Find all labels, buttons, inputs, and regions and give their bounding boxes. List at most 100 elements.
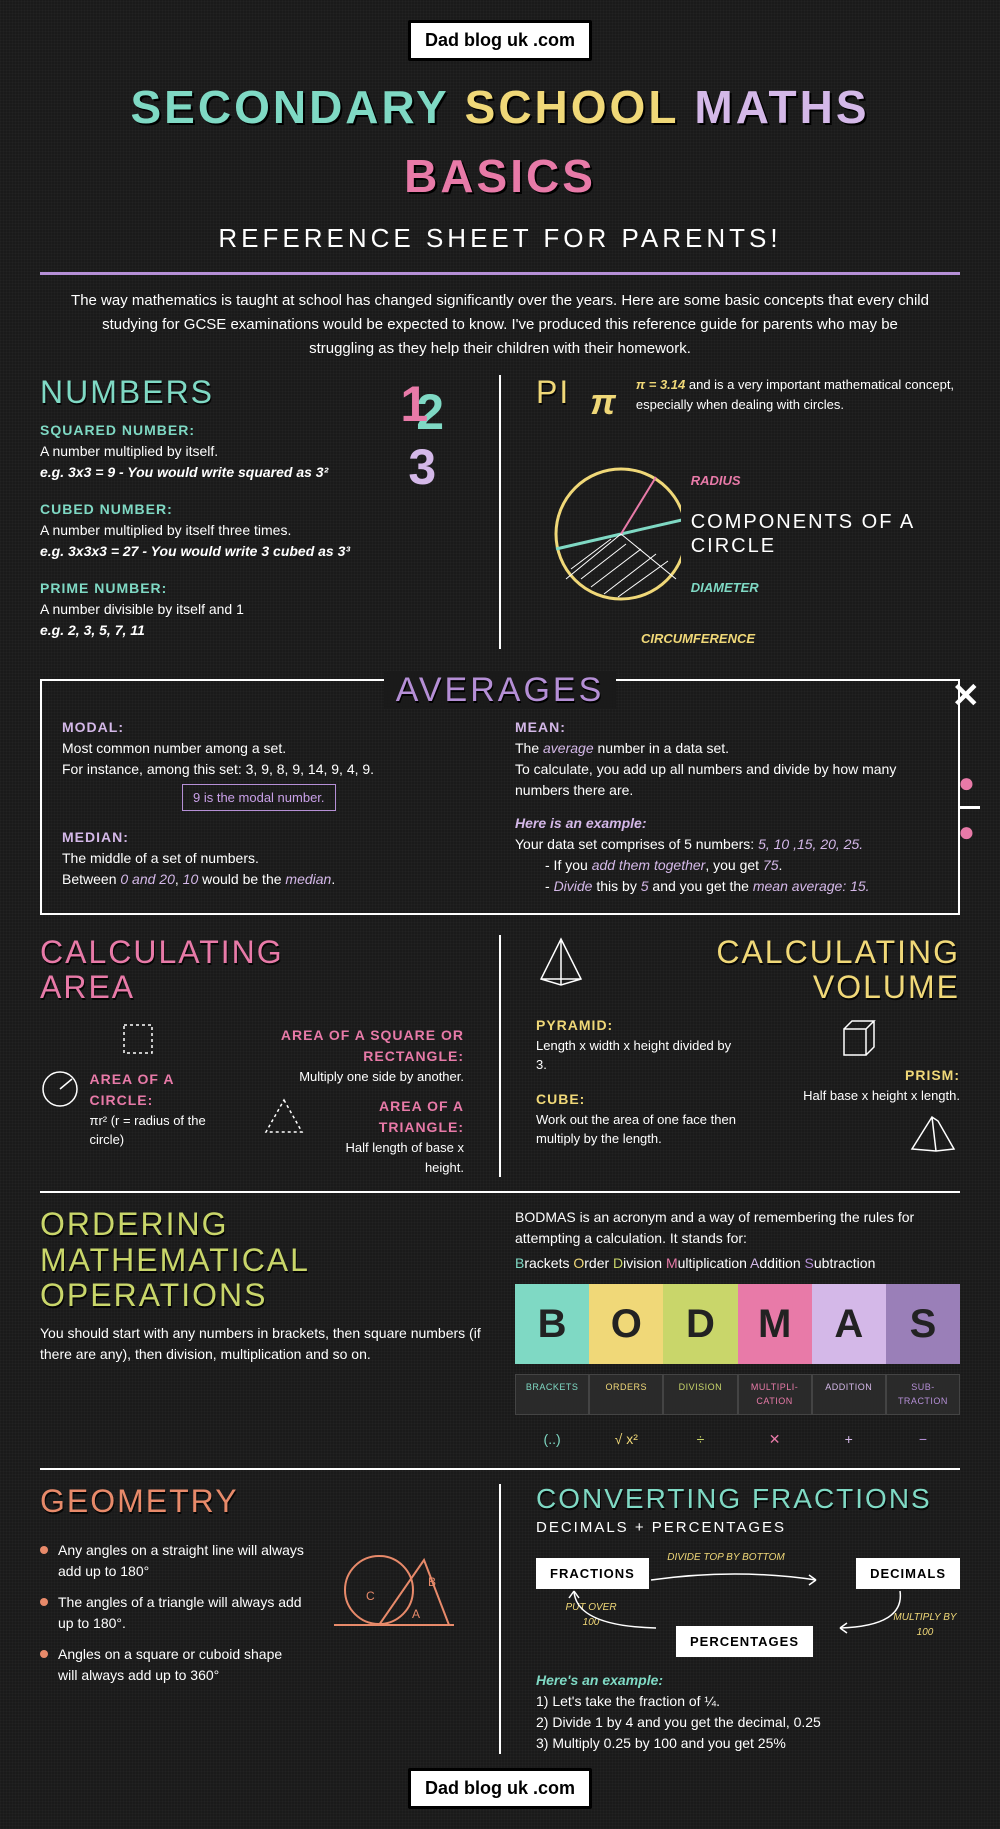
area-title: CALCULATINGAREA (40, 935, 464, 1005)
mean-bullet2: - Divide this by 5 and you get the mean … (545, 876, 938, 897)
mean-ex1: Your data set comprises of 5 numbers: 5,… (515, 834, 938, 855)
svg-text:A: A (412, 1607, 420, 1621)
bodmas-letter: S (886, 1284, 960, 1364)
bodmas-letter: M (738, 1284, 812, 1364)
header-badge: Dad blog uk .com (408, 20, 592, 61)
arrow-icon (830, 1586, 910, 1636)
bodmas-symbols: (..)√ x²÷✕+− (515, 1425, 960, 1454)
area-square-heading: AREA OF A SQUARE OR RECTANGLE: (262, 1025, 464, 1067)
geo-bullet3: Angles on a square or cuboid shape will … (58, 1644, 304, 1686)
ordering-title: ORDERINGMATHEMATICALOPERATIONS (40, 1207, 485, 1313)
bodmas-label: DIVISION (663, 1374, 737, 1415)
area-tri-heading: AREA OF A TRIANGLE: (316, 1096, 464, 1138)
cube-heading: CUBE: (536, 1089, 738, 1110)
pyramid-heading: PYRAMID: (536, 1015, 738, 1036)
fractions-box: FRACTIONS (536, 1558, 649, 1590)
bodmas-label: MULTIPLI-CATION (738, 1374, 812, 1415)
mean-heading: MEAN: (515, 717, 938, 738)
cube-icon (836, 1015, 880, 1059)
frac-ex3: 3) Multiply 0.25 by 100 and you get 25% (536, 1733, 960, 1754)
bodmas-label: ORDERS (589, 1374, 663, 1415)
mean-example-heading: Here is an example: (515, 815, 647, 831)
bodmas-symbol: ÷ (663, 1425, 737, 1454)
pyramid-text: Length x width x height divided by 3. (536, 1036, 738, 1075)
averages-section: AVERAGES ✕ ●● MODAL: Most common number … (40, 679, 960, 915)
bodmas-letter: A (812, 1284, 886, 1364)
ordering-text: You should start with any numbers in bra… (40, 1323, 485, 1365)
diameter-label: DIAMETER (691, 578, 960, 598)
title-w2: SCHOOL (465, 81, 679, 133)
bodmas-symbol: − (886, 1425, 960, 1454)
bodmas-symbol: + (812, 1425, 886, 1454)
pi-title: PI (536, 375, 570, 410)
bodmas-letter: B (515, 1284, 589, 1364)
bullet-icon (40, 1650, 48, 1658)
mean-bullet1: - If you add them together, you get 75. (545, 855, 938, 876)
prime-example: e.g. 2, 3, 5, 7, 11 (40, 620, 464, 641)
components-label: COMPONENTS OF A CIRCLE (691, 510, 960, 558)
circumference-label: CIRCUMFERENCE (436, 629, 960, 649)
prime-text: A number divisible by itself and 1 (40, 599, 464, 620)
radius-label: RADIUS (691, 471, 960, 491)
bodmas-symbol: (..) (515, 1425, 589, 1454)
multiply-icon: ✕ (952, 671, 981, 722)
arrow-icon (566, 1586, 666, 1636)
title-w1: SECONDARY (130, 81, 448, 133)
pi-desc: π = 3.14 and is a very important mathema… (636, 375, 960, 414)
area-square-text: Multiply one side by another. (262, 1067, 464, 1087)
prism-icon (906, 1111, 960, 1155)
percentages-box: PERCENTAGES (676, 1626, 813, 1658)
fractions-sub: DECIMALS + PERCENTAGES (536, 1517, 960, 1540)
median-text2: Between 0 and 20, 10 would be the median… (62, 869, 485, 890)
modal-text1: Most common number among a set. (62, 738, 485, 759)
area-circle-text: πr² (r = radius of the circle) (89, 1111, 242, 1150)
geometry-diagram-icon: C B A (324, 1530, 464, 1650)
fractions-section: CONVERTING FRACTIONS DECIMALS + PERCENTA… (536, 1484, 960, 1753)
bodmas-labels: BRACKETSORDERSDIVISIONMULTIPLI-CATIONADD… (515, 1374, 960, 1415)
bodmas-letters: BODMAS (515, 1284, 960, 1364)
median-heading: MEDIAN: (62, 827, 485, 848)
area-section: CALCULATINGAREA AREA OF A CIRCLE: πr² (r… (40, 935, 464, 1178)
pi-symbol-icon: π (590, 375, 616, 429)
bodmas-expansion: Brackets Order Division Multiplication A… (515, 1253, 960, 1274)
divider (40, 272, 960, 275)
divide-icon: ●● (958, 762, 980, 853)
circle-icon (40, 1069, 79, 1109)
bodmas-letter: D (663, 1284, 737, 1364)
bodmas-label: BRACKETS (515, 1374, 589, 1415)
vertical-divider (499, 375, 501, 649)
modal-heading: MODAL: (62, 717, 485, 738)
volume-section: CALCULATINGVOLUME PYRAMID: Length x widt… (536, 935, 960, 1178)
prism-text: Half base x height x length. (758, 1086, 960, 1106)
geometry-title: GEOMETRY (40, 1484, 464, 1519)
numbers-section: NUMBERS 123 SQUARED NUMBER: A number mul… (40, 375, 464, 649)
frac-ex-heading: Here's an example: (536, 1672, 663, 1688)
triangle-icon (262, 1096, 306, 1136)
fractions-title: CONVERTING FRACTIONS (536, 1484, 960, 1515)
pyramid-icon (536, 935, 586, 989)
pi-section: PI π π = 3.14 and is a very important ma… (536, 375, 960, 649)
volume-title: CALCULATINGVOLUME (596, 935, 960, 1005)
bodmas-letter: O (589, 1284, 663, 1364)
median-text1: The middle of a set of numbers. (62, 848, 485, 869)
circle-diagram-icon (536, 449, 681, 619)
bodmas-desc: BODMAS is an acronym and a way of rememb… (515, 1207, 960, 1249)
divider (40, 1191, 960, 1193)
prime-heading: PRIME NUMBER: (40, 578, 464, 599)
geo-bullet2: The angles of a triangle will always add… (58, 1592, 304, 1634)
geo-bullet1: Any angles on a straight line will alway… (58, 1540, 304, 1582)
area-circle-heading: AREA OF A CIRCLE: (89, 1069, 242, 1111)
intro-text: The way mathematics is taught at school … (70, 289, 930, 361)
numbers-123-icon: 123 (388, 375, 444, 525)
averages-title: AVERAGES (42, 665, 958, 716)
subtitle: REFERENCE SHEET FOR PARENTS! (40, 219, 960, 258)
main-title: SECONDARY SCHOOL MATHS BASICS (40, 73, 960, 211)
cubed-example: e.g. 3x3x3 = 27 - You would write 3 cube… (40, 541, 464, 562)
arrow-icon (646, 1568, 826, 1588)
svg-text:C: C (366, 1589, 375, 1603)
title-w3: MATHS (694, 81, 869, 133)
footer-badge: Dad blog uk .com (408, 1768, 592, 1809)
prism-heading: PRISM: (758, 1065, 960, 1086)
title-w4: BASICS (404, 150, 596, 202)
ordering-section: ORDERINGMATHEMATICALOPERATIONS You shoul… (40, 1207, 485, 1454)
